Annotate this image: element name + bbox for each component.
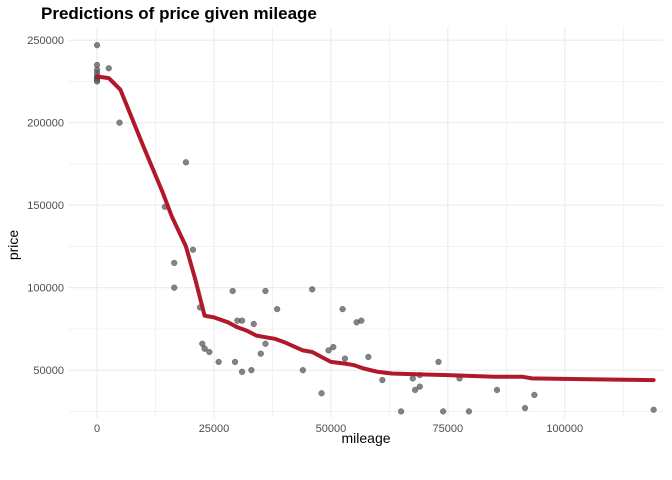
x-axis-title: mileage bbox=[341, 430, 390, 446]
data-point bbox=[238, 368, 246, 375]
data-point bbox=[229, 287, 236, 295]
data-point bbox=[262, 287, 269, 295]
data-point bbox=[231, 358, 239, 366]
chart-title: Predictions of price given mileage bbox=[41, 4, 317, 23]
data-point bbox=[531, 391, 538, 399]
y-tick-label: 250000 bbox=[27, 35, 64, 47]
data-point bbox=[318, 390, 325, 397]
y-tick-label: 100000 bbox=[27, 283, 64, 295]
data-point bbox=[171, 259, 178, 267]
prediction-line bbox=[95, 74, 656, 383]
tick-labels: 0 25000 50000 75000 100000 50000 100000 150000 2… bbox=[27, 35, 583, 435]
data-point bbox=[330, 343, 337, 351]
data-point bbox=[409, 375, 416, 382]
grid-lines bbox=[69, 27, 663, 418]
data-point bbox=[201, 345, 208, 352]
y-axis-title: price bbox=[5, 230, 21, 261]
data-point bbox=[171, 284, 178, 291]
data-point bbox=[273, 305, 281, 313]
data-point bbox=[493, 386, 501, 394]
data-point bbox=[650, 406, 657, 413]
data-point bbox=[105, 65, 112, 72]
data-point bbox=[189, 246, 197, 253]
data-point bbox=[248, 367, 255, 374]
y-tick-label: 150000 bbox=[27, 200, 64, 212]
x-tick-label: 100000 bbox=[546, 423, 583, 435]
data-point bbox=[339, 305, 346, 313]
data-point bbox=[397, 408, 405, 415]
scatter-points bbox=[93, 41, 657, 415]
data-point bbox=[116, 119, 123, 126]
data-point bbox=[238, 317, 246, 324]
data-point bbox=[521, 404, 529, 412]
data-point bbox=[299, 367, 307, 374]
y-tick-label: 50000 bbox=[33, 365, 64, 377]
data-point bbox=[93, 78, 101, 85]
data-point bbox=[465, 408, 473, 415]
data-point bbox=[309, 286, 316, 293]
data-point bbox=[262, 340, 269, 347]
data-point bbox=[440, 408, 447, 415]
data-point bbox=[435, 358, 442, 366]
data-point bbox=[93, 41, 101, 49]
data-point bbox=[257, 350, 264, 357]
x-tick-label: 25000 bbox=[199, 423, 230, 435]
data-point bbox=[416, 383, 423, 390]
x-tick-label: 75000 bbox=[433, 423, 464, 435]
data-point bbox=[250, 320, 257, 328]
data-point bbox=[206, 348, 213, 356]
data-point bbox=[379, 376, 386, 384]
data-point bbox=[365, 353, 372, 361]
data-point bbox=[182, 159, 190, 166]
data-point bbox=[411, 386, 419, 394]
prediction-line-path bbox=[95, 74, 656, 383]
data-point bbox=[215, 358, 222, 366]
x-tick-label: 50000 bbox=[316, 423, 347, 435]
data-point bbox=[341, 355, 349, 362]
data-point bbox=[358, 317, 365, 324]
x-tick-label: 0 bbox=[94, 423, 100, 435]
data-point bbox=[325, 347, 332, 354]
y-tick-label: 200000 bbox=[27, 118, 64, 130]
